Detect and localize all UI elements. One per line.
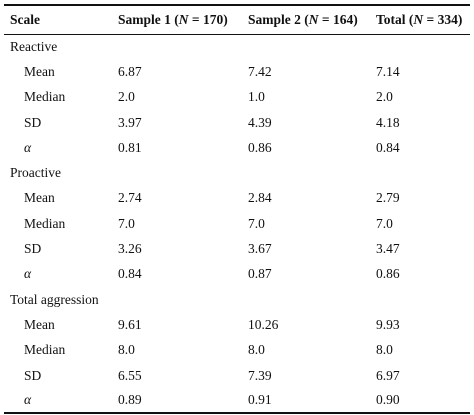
- sample-1-value: 9.61: [118, 316, 142, 332]
- table-body: Reactive Mean 6.87 7.42 7.14 Median 2.0 …: [4, 34, 470, 415]
- section-row-total-aggression: Total aggression: [4, 287, 470, 312]
- sample-1-value: 8.0: [118, 342, 135, 358]
- table-row: SD 6.55 7.39 6.97: [4, 363, 470, 388]
- stat-label: α: [24, 266, 32, 282]
- total-value: 7.0: [376, 215, 393, 231]
- sample-1-value: 7.0: [118, 215, 135, 231]
- sample-2-value: 2.84: [248, 190, 272, 206]
- total-value: 9.93: [376, 316, 400, 332]
- descriptive-stats-table-container: Scale Sample 1 (N = 170) Sample 2 (N = 1…: [4, 4, 470, 415]
- sample-1-value: 0.81: [118, 139, 142, 155]
- stat-label: Median: [24, 342, 66, 358]
- total-value: 2.0: [376, 89, 393, 105]
- sample-1-value: 3.26: [118, 241, 142, 257]
- stat-label: SD: [24, 367, 42, 383]
- table-row: Median 2.0 1.0 2.0: [4, 85, 470, 110]
- header-scale: Scale: [4, 4, 112, 35]
- table-header: Scale Sample 1 (N = 170) Sample 2 (N = 1…: [4, 4, 470, 35]
- total-value: 3.47: [376, 241, 400, 257]
- table-row: SD 3.26 3.67 3.47: [4, 236, 470, 261]
- stat-label: α: [24, 139, 32, 155]
- header-sample-2: Sample 2 (N = 164): [242, 4, 370, 35]
- table-row: Mean 6.87 7.42 7.14: [4, 59, 470, 84]
- sample-2-value: 7.0: [248, 215, 265, 231]
- sample-2-value: 7.39: [248, 367, 272, 383]
- header-total: Total (N = 334): [370, 4, 470, 35]
- header-sample-1: Sample 1 (N = 170): [112, 4, 242, 35]
- table-row: Mean 9.61 10.26 9.93: [4, 312, 470, 337]
- stat-label: SD: [24, 241, 42, 257]
- stat-label: Mean: [24, 63, 55, 79]
- sample-1-value: 2.74: [118, 190, 142, 206]
- sample-2-value: 0.91: [242, 388, 370, 415]
- table-row: α 0.81 0.86 0.84: [4, 135, 470, 160]
- section-row-proactive: Proactive: [4, 160, 470, 185]
- sample-1-value: 6.87: [118, 63, 142, 79]
- total-value: 2.79: [376, 190, 400, 206]
- sample-2-value: 8.0: [248, 342, 265, 358]
- stat-label: Mean: [24, 316, 55, 332]
- table-row: Mean 2.74 2.84 2.79: [4, 186, 470, 211]
- sample-1-value: 0.89: [112, 388, 242, 415]
- sample-2-value: 1.0: [248, 89, 265, 105]
- total-value: 0.90: [370, 388, 470, 415]
- total-value: 4.18: [376, 114, 400, 130]
- total-value: 7.14: [376, 63, 400, 79]
- stat-label: Median: [24, 215, 66, 231]
- section-row-reactive: Reactive: [4, 34, 470, 59]
- table-row: SD 3.97 4.39 4.18: [4, 110, 470, 135]
- stat-label: Mean: [24, 190, 55, 206]
- total-value: 6.97: [376, 367, 400, 383]
- table-row: Median 7.0 7.0 7.0: [4, 211, 470, 236]
- section-label: Proactive: [10, 165, 61, 181]
- section-label: Total aggression: [10, 291, 99, 307]
- stat-label: SD: [24, 114, 42, 130]
- total-value: 0.84: [376, 139, 400, 155]
- sample-2-value: 10.26: [248, 316, 279, 332]
- sample-2-value: 7.42: [248, 63, 272, 79]
- sample-2-value: 3.67: [248, 241, 272, 257]
- section-label: Reactive: [10, 38, 58, 54]
- sample-1-value: 0.84: [118, 266, 142, 282]
- stat-label: Median: [24, 89, 66, 105]
- sample-1-value: 6.55: [118, 367, 142, 383]
- descriptive-stats-table: Scale Sample 1 (N = 170) Sample 2 (N = 1…: [4, 4, 470, 415]
- sample-2-value: 4.39: [248, 114, 272, 130]
- sample-2-value: 0.87: [248, 266, 272, 282]
- table-row: Median 8.0 8.0 8.0: [4, 338, 470, 363]
- sample-1-value: 2.0: [118, 89, 135, 105]
- sample-1-value: 3.97: [118, 114, 142, 130]
- total-value: 0.86: [376, 266, 400, 282]
- table-row: α 0.84 0.87 0.86: [4, 262, 470, 287]
- table-row: α 0.89 0.91 0.90: [4, 388, 470, 415]
- header-row: Scale Sample 1 (N = 170) Sample 2 (N = 1…: [4, 4, 470, 35]
- sample-2-value: 0.86: [248, 139, 272, 155]
- stat-label: α: [4, 388, 112, 415]
- total-value: 8.0: [376, 342, 393, 358]
